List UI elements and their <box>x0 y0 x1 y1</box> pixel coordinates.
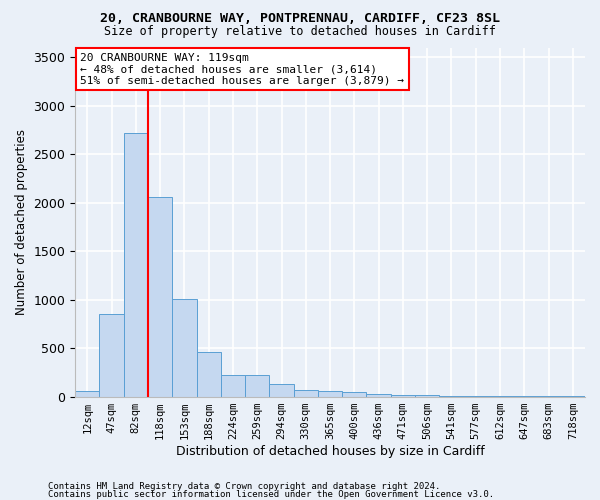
Bar <box>221 376 245 396</box>
Text: Size of property relative to detached houses in Cardiff: Size of property relative to detached ho… <box>104 25 496 38</box>
Bar <box>124 133 148 396</box>
Bar <box>269 384 293 396</box>
Text: 20, CRANBOURNE WAY, PONTPRENNAU, CARDIFF, CF23 8SL: 20, CRANBOURNE WAY, PONTPRENNAU, CARDIFF… <box>100 12 500 26</box>
Bar <box>342 392 367 396</box>
Bar <box>367 394 391 396</box>
Bar <box>293 390 318 396</box>
Bar <box>172 298 197 396</box>
Bar <box>197 352 221 397</box>
Text: Contains public sector information licensed under the Open Government Licence v3: Contains public sector information licen… <box>48 490 494 499</box>
Text: 20 CRANBOURNE WAY: 119sqm
← 48% of detached houses are smaller (3,614)
51% of se: 20 CRANBOURNE WAY: 119sqm ← 48% of detac… <box>80 52 404 86</box>
Bar <box>148 197 172 396</box>
X-axis label: Distribution of detached houses by size in Cardiff: Distribution of detached houses by size … <box>176 444 484 458</box>
Bar <box>415 394 439 396</box>
Bar <box>318 392 342 396</box>
Bar <box>245 376 269 396</box>
Bar <box>391 394 415 396</box>
Bar <box>75 391 100 396</box>
Y-axis label: Number of detached properties: Number of detached properties <box>15 129 28 315</box>
Text: Contains HM Land Registry data © Crown copyright and database right 2024.: Contains HM Land Registry data © Crown c… <box>48 482 440 491</box>
Bar <box>100 314 124 396</box>
